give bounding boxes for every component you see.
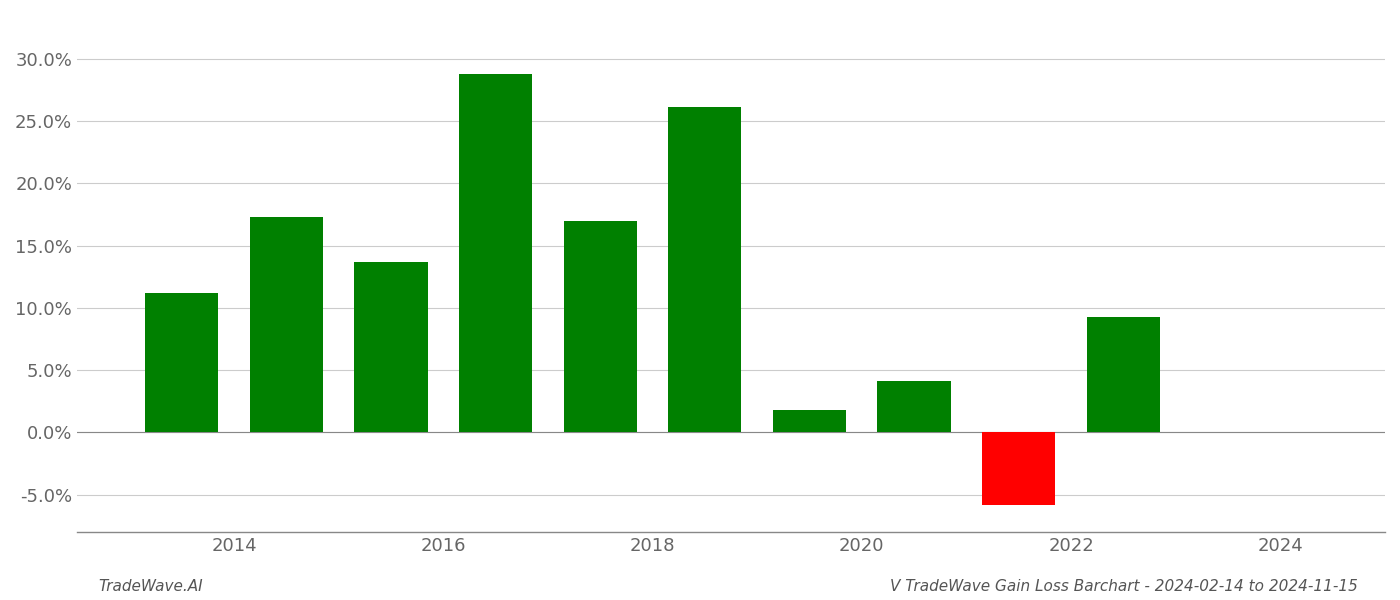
Bar: [354, 262, 427, 433]
Text: V TradeWave Gain Loss Barchart - 2024-02-14 to 2024-11-15: V TradeWave Gain Loss Barchart - 2024-02…: [890, 579, 1358, 594]
Bar: [773, 410, 846, 433]
Text: TradeWave.AI: TradeWave.AI: [98, 579, 203, 594]
Bar: [1086, 317, 1161, 433]
Bar: [146, 293, 218, 433]
Bar: [878, 382, 951, 433]
Bar: [459, 74, 532, 433]
Bar: [249, 217, 323, 433]
Bar: [564, 221, 637, 433]
Bar: [668, 107, 742, 433]
Bar: [983, 433, 1056, 505]
